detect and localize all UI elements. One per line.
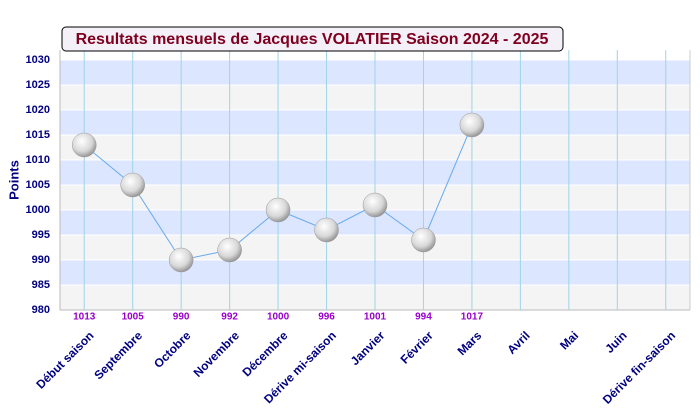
value-label: 994 [415,312,432,323]
y-tick-label: 1020 [26,104,50,116]
x-tick-label: Début saison [33,328,96,391]
x-tick-label: Décembre [240,328,291,379]
value-label: 990 [173,312,190,323]
value-label: 992 [221,312,238,323]
x-tick-label: Septembre [91,328,145,382]
x-tick-label: Mai [557,328,581,352]
x-tick-label: Mars [455,328,485,358]
data-point [459,112,485,138]
y-tick-label: 1025 [26,79,50,91]
x-tick-label: Juin [602,328,629,355]
x-tick-label: Octobre [151,328,194,371]
data-point [362,192,388,218]
title-box [61,26,564,52]
value-label: 1000 [267,312,290,323]
value-label: 996 [318,312,335,323]
x-tick-label: Janvier [348,328,388,368]
plot-area: 980 985 990 995 1000 1005 1010 1015 1020 1025 1030… [26,50,691,407]
y-tick-label: 980 [32,304,50,316]
value-label: 1013 [73,312,96,323]
y-tick-label: 995 [32,229,50,241]
y-axis-label: Points [6,160,21,200]
y-tick-label: 990 [32,254,50,266]
x-tick-label: Avril [504,328,532,356]
data-point [120,172,145,198]
data-point [265,197,291,223]
data-point [411,227,436,253]
value-label: 1001 [364,312,387,323]
x-tick-label: Février [398,328,436,366]
data-point [71,132,97,158]
value-label: 1005 [122,312,145,323]
y-tick-label: 1000 [26,204,50,216]
chart-title: Resultats mensuels de Jacques VOLATIER S… [76,31,549,48]
data-point [217,237,242,263]
y-tick-label: 1010 [26,154,50,166]
y-tick-label: 985 [32,279,50,291]
value-label: 1017 [461,312,484,323]
y-tick-label: 1015 [26,129,50,141]
data-point [168,247,194,273]
y-tick-label: 1030 [26,54,50,66]
x-tick-label: Novembre [191,328,243,380]
data-point [314,217,339,243]
y-tick-label: 1005 [26,179,50,191]
